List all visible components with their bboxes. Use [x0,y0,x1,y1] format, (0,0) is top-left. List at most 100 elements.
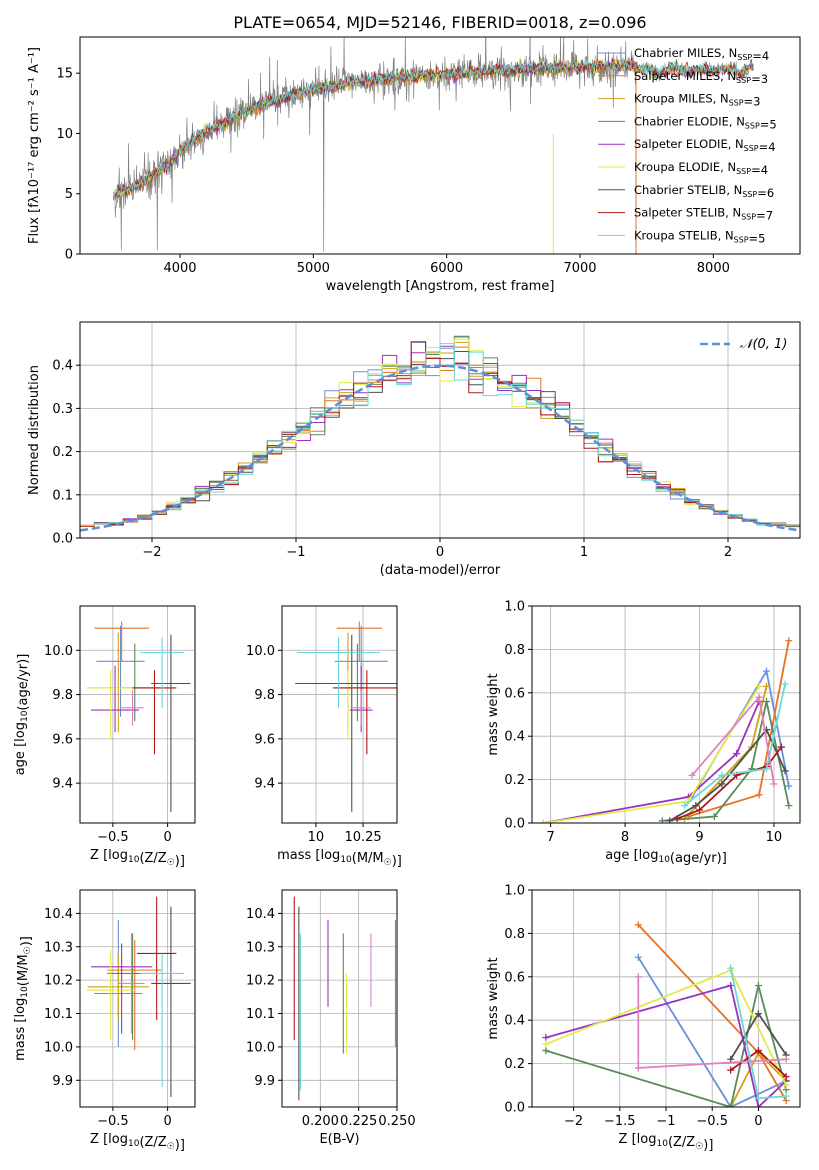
plus-marker [754,1010,762,1018]
residuals-plot-area [80,335,800,532]
age-vs-mass-panel: 10 10.25 9.4 9.6 9.8 10.0 mass [log10(M/M☉)] [246,605,402,869]
spectrum-panel: 4000 5000 6000 7000 8000 0 5 10 15 wavelength [An… [27,36,801,294]
x-tick-label: 10 [766,830,783,845]
y-tick-label: 9.6 [254,732,275,747]
error-bar-point [136,896,177,1021]
mass-vs-Z-panel: −0.5 0 9.9 10.0 10.1 10.2 10.3 10.4 Z [log10(Z/Z… [13,889,196,1153]
x-tick-label: 10 [308,830,325,845]
y-tick-label: 10.0 [44,644,73,659]
x-tick-label: 0.225 [340,1114,377,1129]
plus-marker [785,637,793,645]
plus-marker [782,1081,790,1089]
plus-marker [755,693,763,701]
error-bar-point [87,953,149,1021]
y-tick-label: 0.0 [504,1101,525,1116]
plus-marker [763,667,770,675]
x-tick-label: −1 [656,1114,675,1129]
y-tick-label: 0.3 [52,402,73,417]
x-axis-label: E(B-V) [319,1132,359,1147]
plus-marker [542,1034,550,1042]
y-tick-label: 0.6 [504,970,525,985]
age-vs-Z-frame [79,605,196,824]
plus-marker [727,981,735,989]
plus-marker [754,1047,762,1055]
plus-marker [782,1073,790,1081]
y-tick-label: 10.0 [246,1040,275,1055]
plus-marker [755,791,763,799]
y-tick-label: 0.2 [504,1057,525,1072]
x-tick-label: −1 [286,545,305,560]
legend-entry: 𝒩(0, 1) [740,337,787,352]
spectrum-plot-area [112,37,754,254]
error-bar-point [94,621,149,662]
plus-marker [763,682,770,690]
plus-marker [763,765,770,773]
mass-vs-Z-frame [79,889,196,1108]
legend-entry: Kroupa STELIB, NSSP=5 [634,228,765,245]
plus-marker [782,1092,790,1100]
x-tick-label: 6000 [430,261,463,276]
legend-entry: Salpeter STELIB, NSSP=7 [634,206,773,223]
y-tick-label: 10.4 [44,907,73,922]
plus-marker [727,964,735,972]
plus-marker [785,802,793,810]
y-tick-label: 0.6 [504,686,525,701]
y-tick-label: 0.8 [504,927,525,942]
error-bar-point [86,670,135,739]
y-tick-label: 10.3 [246,940,275,955]
x-axis-label: Z [log10(Z/Z☉)] [619,1132,714,1153]
error-bar-point [90,943,153,1034]
y-axis-label: mass [log10(M/M☉)] [13,936,34,1061]
plus-marker [718,771,726,779]
y-axis-label: Flux [fλ10⁻¹⁷ erg cm⁻² s⁻¹ A⁻¹] [27,47,42,244]
plus-marker [542,1047,550,1055]
mass-vs-ebv-frame [281,889,398,1108]
mass-vs-ebv-panel: 0.200 0.225 0.250 9.9 10.0 10.1 10.2 10.3 10.4 E(… [246,889,416,1147]
error-bar-point [96,625,145,717]
error-bar-point [118,933,145,1034]
x-axis-label: age [log10(age/yr)] [605,848,727,866]
figure-title: PLATE=0654, MJD=52146, FIBERID=0018, z=0… [233,13,646,32]
y-tick-label: 9.4 [254,777,275,792]
y-tick-label: 10 [56,127,73,142]
x-tick-label: 2 [724,545,732,560]
y-tick-label: 15 [56,67,73,82]
plus-marker [681,802,689,810]
plus-marker [692,802,700,810]
plus-marker [696,806,703,814]
plus-marker [673,815,681,823]
normal-curve [80,364,800,532]
y-tick-label: 5 [65,187,73,202]
plus-marker [770,780,778,788]
x-tick-label: 4000 [163,261,196,276]
plus-marker [666,817,674,823]
x-tick-label: 7 [546,830,554,845]
error-bar-point [121,690,144,726]
y-tick-label: 0.0 [52,532,73,547]
plus-marker [727,1055,735,1063]
plus-marker [710,812,718,820]
x-axis-label: Z [log10(Z/Z☉)] [90,1132,185,1153]
plus-marker [781,680,789,688]
y-tick-label: 0.4 [504,1014,525,1029]
plus-marker [782,1055,790,1063]
x-tick-label: 7000 [563,261,596,276]
plus-marker [727,1103,735,1107]
y-tick-label: 10.3 [44,940,73,955]
x-tick-label: 10.25 [344,830,381,845]
error-bar-point [86,950,135,1041]
error-bar-point [351,690,371,726]
x-tick-label: −2 [142,545,161,560]
legend-entry: Chabrier STELIB, NSSP=6 [634,183,774,200]
y-tick-label: 9.6 [52,732,73,747]
legend-entry: Chabrier MILES, NSSP=4 [634,46,769,63]
plus-marker [754,1103,762,1107]
mass-weight-series [543,701,760,823]
error-bar-point [140,637,185,708]
y-tick-label: 10.2 [246,974,275,989]
x-tick-label: −2 [564,1114,583,1129]
legend-entry: Kroupa MILES, NSSP=3 [634,92,761,109]
y-tick-label: 0.0 [504,817,525,832]
x-tick-label: 0.200 [302,1114,339,1129]
